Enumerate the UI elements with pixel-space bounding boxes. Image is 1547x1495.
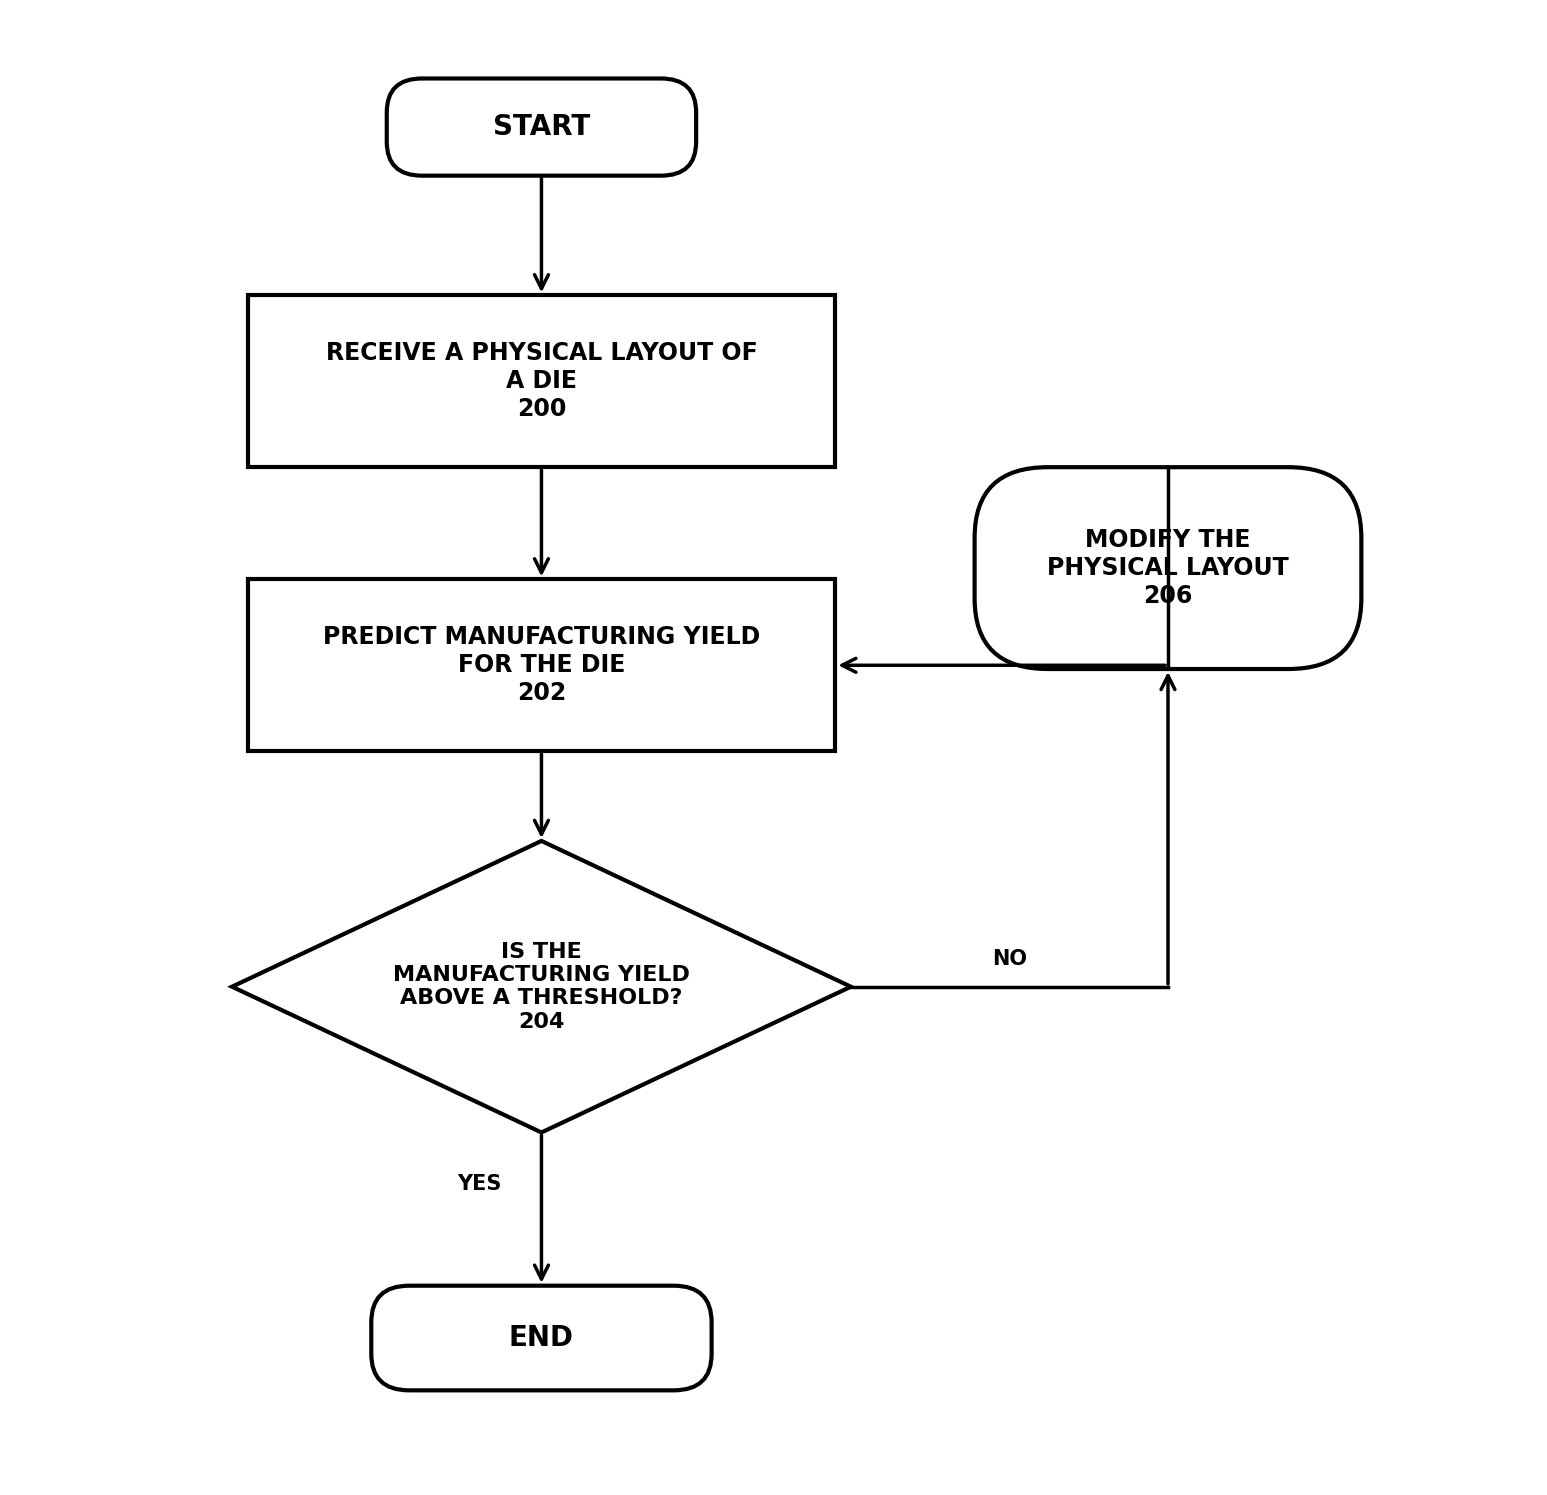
Text: YES: YES <box>458 1174 501 1195</box>
FancyBboxPatch shape <box>371 1286 712 1390</box>
Polygon shape <box>232 840 851 1133</box>
FancyBboxPatch shape <box>975 466 1361 670</box>
Text: IS THE
MANUFACTURING YIELD
ABOVE A THRESHOLD?
204: IS THE MANUFACTURING YIELD ABOVE A THRES… <box>393 942 690 1032</box>
Text: RECEIVE A PHYSICAL LAYOUT OF
A DIE
200: RECEIVE A PHYSICAL LAYOUT OF A DIE 200 <box>325 341 758 422</box>
FancyBboxPatch shape <box>387 78 696 175</box>
Bar <box>248 296 835 466</box>
Text: START: START <box>493 114 589 141</box>
Text: MODIFY THE
PHYSICAL LAYOUT
206: MODIFY THE PHYSICAL LAYOUT 206 <box>1047 528 1289 608</box>
Bar <box>248 580 835 750</box>
Text: NO: NO <box>992 949 1027 969</box>
Text: END: END <box>509 1325 574 1351</box>
Text: PREDICT MANUFACTURING YIELD
FOR THE DIE
202: PREDICT MANUFACTURING YIELD FOR THE DIE … <box>323 625 760 706</box>
